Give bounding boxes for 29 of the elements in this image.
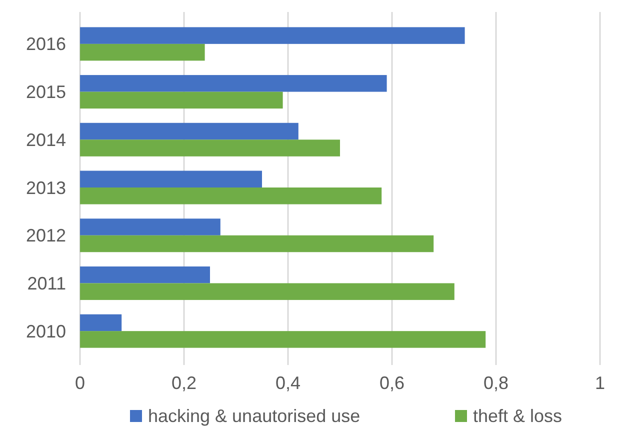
bar xyxy=(80,283,454,300)
x-tick-label: 0 xyxy=(74,373,86,393)
x-tick-label: 0,2 xyxy=(171,373,197,393)
y-tick-label: 2011 xyxy=(27,274,66,294)
bar xyxy=(80,92,283,109)
bar xyxy=(80,314,122,332)
bar xyxy=(80,75,387,92)
bar xyxy=(80,331,486,348)
legend-label: theft & loss xyxy=(473,406,562,426)
bar xyxy=(80,235,434,252)
y-tick-label: 2014 xyxy=(26,130,66,150)
bar xyxy=(80,27,465,44)
bar xyxy=(80,218,220,236)
bar xyxy=(80,170,262,188)
bar xyxy=(80,44,205,61)
y-tick-label: 2010 xyxy=(26,321,66,342)
bar xyxy=(80,266,210,284)
x-tick-label: 0,4 xyxy=(275,373,301,393)
x-tick-label: 0,8 xyxy=(483,373,509,393)
y-tick-label: 2012 xyxy=(26,226,66,246)
legend-label: hacking & unautorised use xyxy=(148,406,360,426)
x-tick-label: 1 xyxy=(594,373,606,393)
y-tick-label: 2016 xyxy=(26,34,66,54)
y-tick-label: 2013 xyxy=(26,178,66,198)
bar xyxy=(80,140,340,156)
bar xyxy=(80,188,382,204)
y-tick-label: 2015 xyxy=(26,82,66,102)
bar xyxy=(80,122,298,140)
x-tick-label: 0,6 xyxy=(379,373,405,393)
